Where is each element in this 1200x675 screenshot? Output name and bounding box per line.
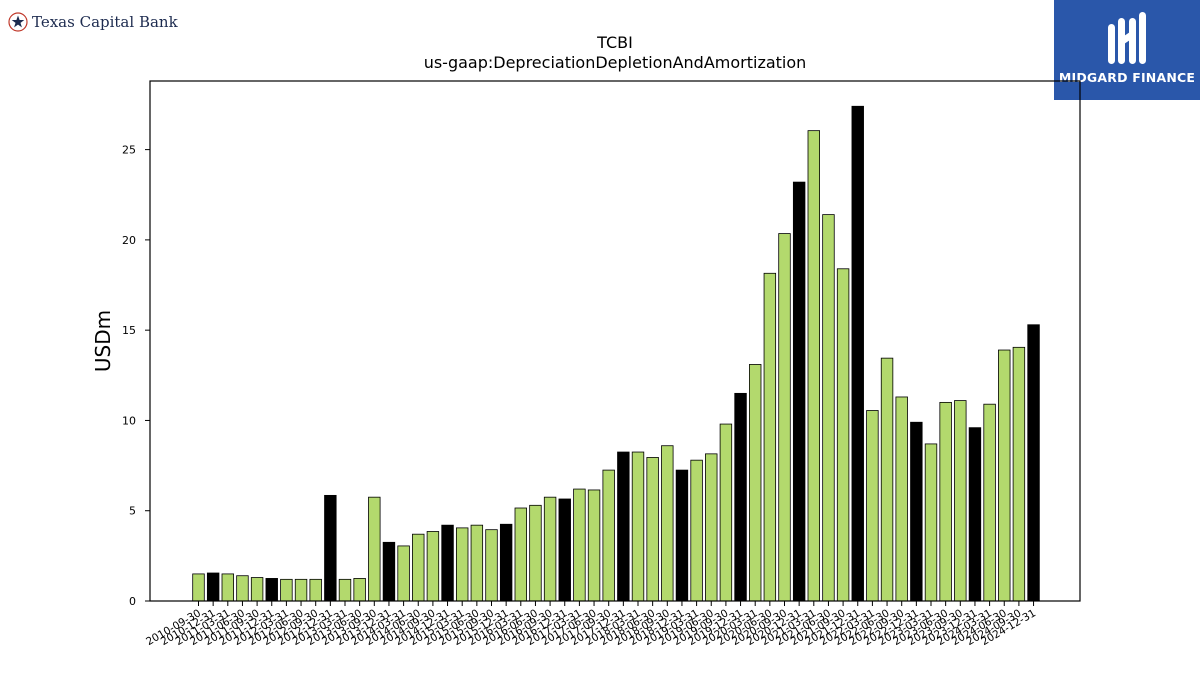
texas-capital-bank-logo: Texas Capital Bank xyxy=(8,12,178,32)
midgard-finance-logo: MIDGARD FINANCE xyxy=(1054,0,1200,100)
bar-2015-09-30 xyxy=(485,529,498,602)
bar-2016-06-30 xyxy=(529,504,542,602)
bar-2014-06-30 xyxy=(412,533,425,602)
bar-2019-09-30 xyxy=(719,423,733,602)
bar-2011-03-31 xyxy=(221,573,235,602)
bar-2014-09-30 xyxy=(426,531,440,602)
bar-2021-06-30 xyxy=(822,214,835,602)
y-axis-label: USDm xyxy=(91,310,115,372)
bar-2019-12-31 xyxy=(734,392,747,602)
bar-2015-06-30 xyxy=(470,524,484,602)
bar-2019-06-30 xyxy=(705,453,718,602)
bar-2017-12-31 xyxy=(617,451,630,602)
bar-2016-12-31 xyxy=(558,498,571,602)
bar-2012-03-31 xyxy=(280,578,293,602)
bar-2012-09-30 xyxy=(309,578,322,602)
bar-2018-03-31 xyxy=(631,451,645,602)
bar-2023-12-31 xyxy=(968,427,982,602)
bar-2020-09-30 xyxy=(778,233,791,602)
bar-2011-06-30 xyxy=(236,575,249,602)
left-brand-name: Texas Capital Bank xyxy=(32,13,178,31)
bar-2024-09-30 xyxy=(1012,346,1026,602)
bar-2018-06-30 xyxy=(646,457,659,602)
plot-frame xyxy=(149,80,1081,602)
bar-series xyxy=(192,105,1040,602)
bar-2018-12-31 xyxy=(675,469,689,602)
bar-2012-12-31 xyxy=(324,494,337,602)
bar-2022-12-31 xyxy=(910,421,923,602)
bar-2022-03-31 xyxy=(866,410,879,602)
y-tick-label: 25 xyxy=(122,144,136,157)
bar-2010-12-31 xyxy=(206,572,220,602)
y-tick-label: 20 xyxy=(122,234,136,247)
bar-2023-06-30 xyxy=(939,401,952,602)
bar-2024-06-30 xyxy=(998,349,1011,602)
y-tick-label: 0 xyxy=(129,595,136,608)
bar-2020-12-31 xyxy=(792,181,806,602)
chart-subtitle: us-gaap:DepreciationDepletionAndAmortiza… xyxy=(424,53,807,72)
bar-2013-12-31 xyxy=(382,541,396,602)
chart-title: TCBI xyxy=(596,33,633,52)
x-axis-ticks: 2010-09-302010-12-312011-03-312011-06-30… xyxy=(144,601,1038,648)
bar-2024-12-31 xyxy=(1027,324,1040,602)
bar-2022-09-30 xyxy=(895,396,908,602)
bar-2015-12-31 xyxy=(499,523,513,602)
bar-2016-03-31 xyxy=(514,507,528,602)
bar-2014-03-31 xyxy=(397,545,410,602)
bar-2020-03-31 xyxy=(749,364,762,602)
right-brand-name: MIDGARD FINANCE xyxy=(1058,70,1196,85)
bar-2015-03-31 xyxy=(455,527,469,602)
bar-2018-09-30 xyxy=(661,445,674,602)
bar-2013-06-30 xyxy=(353,578,366,602)
bar-2024-03-31 xyxy=(983,403,996,602)
bar-2022-06-30 xyxy=(880,357,894,602)
bar-2013-03-31 xyxy=(338,578,352,602)
midgard-monogram-icon xyxy=(1108,12,1146,64)
bar-2011-09-30 xyxy=(250,577,264,602)
bar-2021-12-31 xyxy=(851,105,864,602)
star-seal-icon xyxy=(8,12,28,32)
y-tick-label: 5 xyxy=(129,505,136,518)
bar-2019-03-31 xyxy=(690,459,703,602)
y-axis-ticks: 0 5 10 15 20 25 xyxy=(122,144,150,608)
bar-2010-09-30 xyxy=(192,573,205,602)
bar-2021-03-31 xyxy=(807,130,821,602)
bar-2017-06-30 xyxy=(587,489,601,602)
bar-2012-06-30 xyxy=(294,578,308,602)
bar-2020-06-30 xyxy=(763,272,777,602)
bar-2013-09-30 xyxy=(368,496,381,602)
bar-2023-03-31 xyxy=(924,443,938,602)
bar-2023-09-30 xyxy=(954,400,967,602)
y-tick-label: 15 xyxy=(122,324,136,337)
y-tick-label: 10 xyxy=(122,414,136,427)
bar-2016-09-30 xyxy=(543,496,557,602)
bar-2021-09-30 xyxy=(836,268,850,602)
bar-2017-03-31 xyxy=(573,488,586,602)
bar-2011-12-31 xyxy=(265,578,278,602)
bar-2014-12-31 xyxy=(441,524,454,602)
bar-2017-09-30 xyxy=(602,469,615,602)
